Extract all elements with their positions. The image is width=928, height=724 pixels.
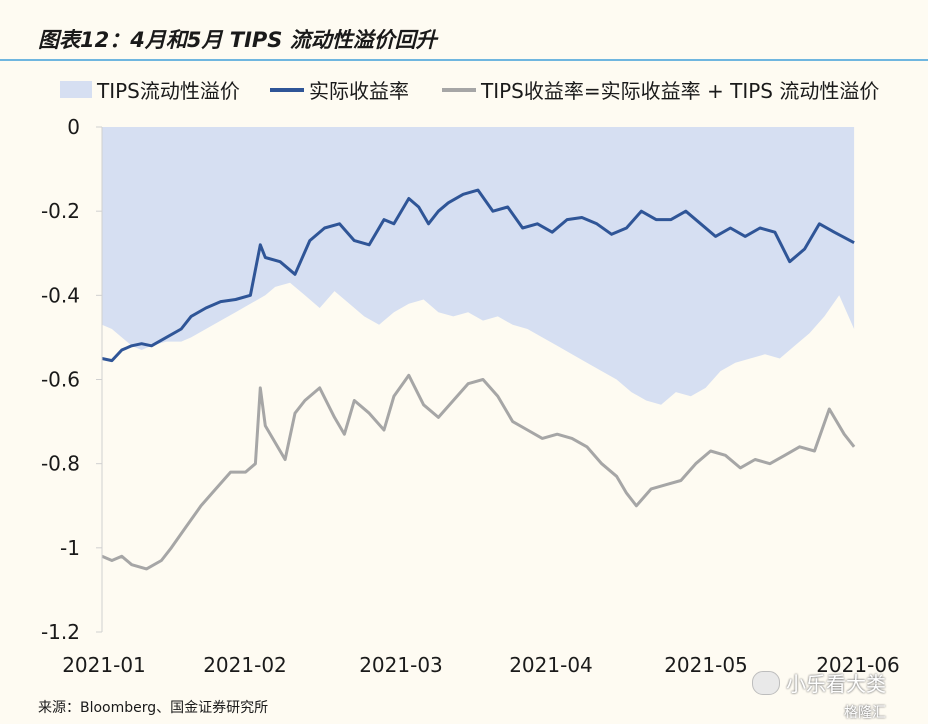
legend: TIPS流动性溢价 实际收益率 TIPS收益率=实际收益率 + TIPS 流动性溢价 [60,79,879,103]
source-note: 来源：Bloomberg、国金证券研究所 [38,700,269,716]
x-tick-label: 2021-05 [664,653,748,677]
watermark: 小乐看大类 [752,668,886,697]
x-tick-label: 2021-03 [359,653,443,677]
legend-label: TIPS收益率=实际收益率 + TIPS 流动性溢价 [480,79,879,103]
y-tick-label: -0.6 [41,368,80,392]
axes: 0 -0.2 -0.4 -0.6 -0.8 -1 -1.2 2021-01 2021-02 202… [41,115,900,677]
y-tick-label: -0.2 [41,199,80,223]
series-line-real-yield [101,188,855,363]
legend-label: TIPS流动性溢价 [96,79,240,103]
chart: 0 -0.2 -0.4 -0.6 -0.8 -1 -1.2 2021-01 2021-02 202… [41,79,900,677]
title-rule [0,59,928,61]
y-tick-label: -1.2 [41,620,80,644]
x-tick-label: 2021-01 [62,653,146,677]
plot-area [101,127,856,571]
legend-label: 实际收益率 [309,79,409,103]
x-tick-label: 2021-02 [203,653,287,677]
y-tick-label: 0 [67,115,80,139]
y-tick-label: -0.8 [41,452,80,476]
series-area-liquidity-premium [102,127,855,405]
watermark-text: 小乐看大类 [786,672,886,696]
chart-title: 图表12：4月和5月 TIPS 流动性溢价回升 [38,28,437,52]
y-tick-label: -0.4 [41,283,80,307]
x-tick-label: 2021-04 [509,653,593,677]
legend-swatch-area [60,81,92,98]
x-tick-label: 2021-06 [816,653,900,677]
series-line-tips-yield [101,373,856,571]
y-tick-label: -1 [60,536,80,560]
watermark-glh: 格隆汇 [844,705,886,721]
wechat-icon [752,670,780,695]
